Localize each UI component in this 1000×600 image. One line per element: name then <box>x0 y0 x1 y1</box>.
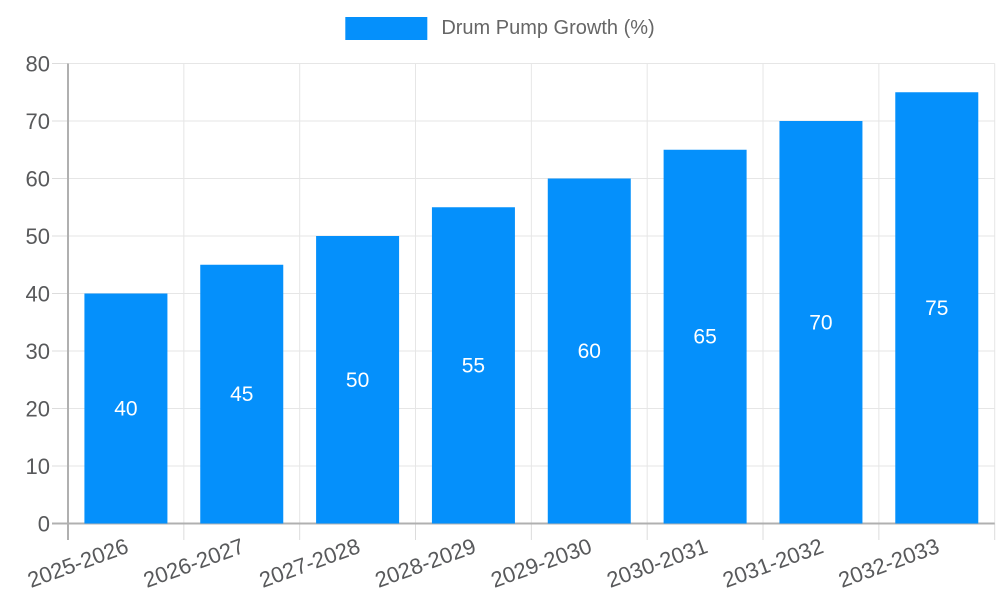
y-axis-tick-label: 30 <box>26 339 50 364</box>
bar[interactable] <box>316 236 400 524</box>
bar[interactable] <box>779 121 863 524</box>
y-axis-tick-label: 80 <box>26 52 50 77</box>
bar[interactable] <box>431 207 515 524</box>
bar-value-label: 70 <box>809 311 832 334</box>
x-axis-tick-label: 2031-2032 <box>719 533 826 592</box>
bar[interactable] <box>84 293 168 524</box>
bar-value-label: 65 <box>693 326 716 349</box>
legend-item[interactable]: Drum Pump Growth (%) <box>345 17 655 40</box>
x-axis-tick-label: 2029-2030 <box>488 533 595 592</box>
y-axis-tick-label: 50 <box>26 224 50 249</box>
bar[interactable] <box>547 178 631 524</box>
legend-swatch <box>345 17 428 40</box>
x-axis-tick-label: 2030-2031 <box>603 533 710 592</box>
bar-value-label: 60 <box>578 340 601 363</box>
bar[interactable] <box>200 264 284 524</box>
x-axis-tick-label: 2032-2033 <box>835 533 942 592</box>
bar-value-label: 75 <box>925 297 948 320</box>
y-axis-tick-label: 40 <box>26 282 50 307</box>
x-axis-tick-label: 2026-2027 <box>140 533 247 592</box>
y-axis-tick-label: 70 <box>26 109 50 134</box>
bar-value-label: 45 <box>230 383 253 406</box>
bar-value-label: 40 <box>114 398 137 421</box>
legend-label: Drum Pump Growth (%) <box>441 17 655 39</box>
x-axis-tick-label: 2025-2026 <box>24 533 131 592</box>
y-axis-tick-label: 0 <box>38 512 50 537</box>
x-axis-tick-label: 2027-2028 <box>256 533 363 592</box>
bar[interactable] <box>895 92 979 524</box>
bar-value-label: 50 <box>346 369 369 392</box>
y-axis-tick-label: 10 <box>26 454 50 479</box>
bar[interactable] <box>663 149 747 524</box>
y-axis-tick-label: 60 <box>26 167 50 192</box>
x-axis-tick-label: 2028-2029 <box>372 533 479 592</box>
bar-value-label: 55 <box>462 354 485 377</box>
y-axis-tick-label: 20 <box>26 397 50 422</box>
